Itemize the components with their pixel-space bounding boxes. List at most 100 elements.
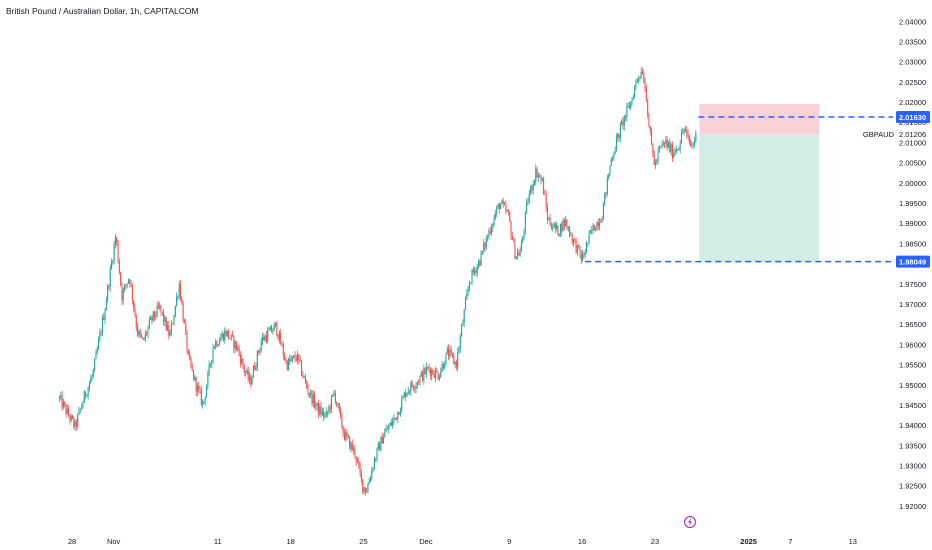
candle <box>94 358 96 373</box>
candle <box>424 367 426 375</box>
candle-body <box>472 269 474 273</box>
candle-body <box>62 402 64 408</box>
price-labels: 2.01630 1.98049 2.01206 GBPAUD <box>863 110 930 268</box>
candle <box>169 329 171 337</box>
candle <box>84 391 87 400</box>
candle <box>505 200 507 215</box>
candle-body <box>178 283 180 297</box>
candle-body <box>256 350 258 367</box>
candle <box>308 392 310 399</box>
candle <box>390 418 392 427</box>
candle-body <box>496 207 498 215</box>
candle-body <box>458 348 460 352</box>
candle <box>388 423 390 434</box>
candle-body <box>506 211 508 212</box>
candle-body <box>97 339 100 349</box>
candle <box>75 419 77 431</box>
candle <box>170 319 172 337</box>
candle <box>692 142 694 149</box>
candle-body <box>96 348 98 353</box>
candle-body <box>137 326 139 336</box>
candle-body <box>587 242 589 244</box>
candle <box>688 134 690 145</box>
candle-body <box>393 417 395 421</box>
candle <box>153 310 156 322</box>
candle-body <box>636 79 638 82</box>
candle-body <box>540 176 542 181</box>
candle-body <box>255 366 257 370</box>
candle-body <box>298 354 300 361</box>
candle <box>239 351 241 368</box>
candle <box>369 475 372 483</box>
candle <box>159 302 161 311</box>
candle-body <box>592 224 594 231</box>
candle <box>397 411 399 424</box>
candle-body <box>462 322 464 326</box>
candle-body <box>278 332 280 340</box>
candle <box>224 327 226 344</box>
candle-body <box>252 366 254 378</box>
y-tick-label: 2.00000 <box>899 179 926 188</box>
candle-body <box>526 202 528 213</box>
candle <box>146 330 148 336</box>
candle-body <box>519 251 521 256</box>
candle-body <box>114 237 117 245</box>
candle <box>372 467 374 473</box>
candle-body <box>440 371 442 377</box>
candle <box>550 222 552 230</box>
candle <box>578 243 580 249</box>
candle-body <box>611 157 614 159</box>
candle-body <box>336 402 338 405</box>
candle-body <box>267 330 269 342</box>
candle <box>299 356 301 363</box>
candle <box>520 239 523 252</box>
candle-body <box>232 334 234 337</box>
candle <box>403 391 405 398</box>
candle <box>359 462 361 477</box>
candle <box>691 141 693 149</box>
candle <box>70 413 72 423</box>
candle-body <box>593 224 595 231</box>
x-tick-label: 25 <box>359 537 367 546</box>
candle <box>245 370 247 377</box>
candle <box>677 148 679 152</box>
candle <box>71 414 74 420</box>
candle-body <box>159 305 161 308</box>
candle <box>496 205 498 218</box>
candle <box>425 362 428 379</box>
candle-body <box>312 394 314 404</box>
candle <box>468 280 470 292</box>
candle <box>363 487 365 495</box>
candle-body <box>213 346 215 349</box>
candle-body <box>524 212 526 231</box>
lightning-icon[interactable] <box>684 516 696 528</box>
candle-body <box>285 360 287 362</box>
x-tick-label: 2025 <box>740 537 757 546</box>
candle-body <box>207 372 209 387</box>
candle-body <box>60 395 62 398</box>
candle <box>622 116 624 130</box>
candle <box>477 258 480 270</box>
candle <box>621 119 623 126</box>
candle <box>350 441 352 453</box>
candle-body <box>271 326 273 332</box>
candle <box>442 362 444 371</box>
candle-body <box>246 370 248 373</box>
candle <box>481 250 483 256</box>
candle <box>140 333 143 339</box>
x-tick-label: 28 <box>68 537 76 546</box>
candle-body <box>455 362 457 368</box>
candle-body <box>297 354 299 361</box>
candle-body <box>315 405 317 407</box>
candle <box>327 410 329 418</box>
candle <box>401 394 403 413</box>
candle-body <box>392 420 394 426</box>
candle <box>177 295 179 301</box>
candle <box>168 320 170 340</box>
entry-price-label: 2.01206 <box>899 130 926 139</box>
candle <box>544 189 546 196</box>
candle <box>234 339 236 354</box>
candle <box>247 366 249 383</box>
candle-body <box>74 421 76 428</box>
